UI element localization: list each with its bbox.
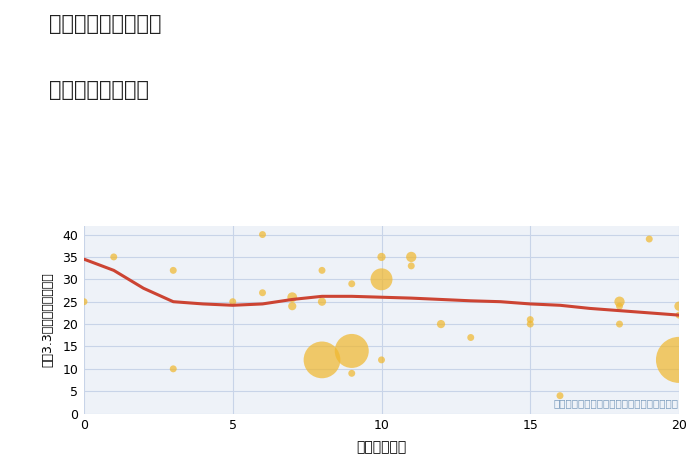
- Point: [316, 356, 328, 364]
- Point: [554, 392, 566, 399]
- Point: [525, 321, 536, 328]
- Point: [525, 316, 536, 323]
- Point: [673, 302, 685, 310]
- Point: [406, 262, 417, 270]
- Text: 愛知県碧南市岬町の: 愛知県碧南市岬町の: [49, 14, 162, 34]
- Point: [287, 293, 298, 301]
- Text: 円の大きさは、取引のあった物件面積を示す: 円の大きさは、取引のあった物件面積を示す: [554, 398, 679, 408]
- Point: [644, 235, 655, 243]
- Point: [287, 302, 298, 310]
- Point: [673, 311, 685, 319]
- Point: [376, 253, 387, 261]
- Y-axis label: 坪（3.3㎡）単価（万円）: 坪（3.3㎡）単価（万円）: [41, 272, 54, 367]
- Point: [435, 321, 447, 328]
- X-axis label: 駅距離（分）: 駅距離（分）: [356, 440, 407, 454]
- Point: [346, 280, 357, 288]
- Point: [108, 253, 119, 261]
- Point: [614, 298, 625, 306]
- Point: [376, 356, 387, 364]
- Point: [346, 347, 357, 355]
- Point: [316, 298, 328, 306]
- Text: 駅距離別土地価格: 駅距離別土地価格: [49, 80, 149, 100]
- Point: [257, 289, 268, 297]
- Point: [257, 231, 268, 238]
- Point: [346, 369, 357, 377]
- Point: [316, 266, 328, 274]
- Point: [78, 298, 90, 306]
- Point: [168, 365, 179, 373]
- Point: [614, 302, 625, 310]
- Point: [376, 275, 387, 283]
- Point: [614, 321, 625, 328]
- Point: [168, 266, 179, 274]
- Point: [406, 253, 417, 261]
- Point: [673, 356, 685, 364]
- Point: [227, 298, 238, 306]
- Point: [465, 334, 476, 341]
